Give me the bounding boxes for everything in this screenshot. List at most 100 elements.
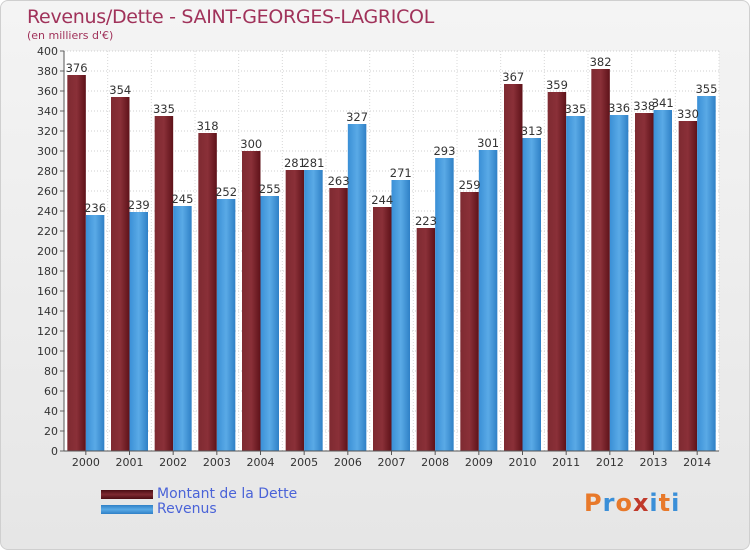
x-axis: 2000 2001 2002 2003 2004 2005 2006 2007 2008 2009… xyxy=(64,450,719,469)
proxiti-logo: Proxiti xyxy=(584,489,680,517)
bar-dette xyxy=(111,97,130,451)
x-tick-label: 2012 xyxy=(596,456,624,469)
data-label-revenus: 236 xyxy=(84,201,106,215)
data-label-dette: 244 xyxy=(371,193,393,207)
bar-revenus xyxy=(304,170,323,451)
x-tick-label: 2008 xyxy=(421,456,449,469)
bar-revenus xyxy=(391,180,410,451)
data-label-revenus: 355 xyxy=(695,82,717,96)
y-tick-label: 160 xyxy=(37,285,58,298)
y-axis: 0 20 40 60 80 100 120 140 160 180 200 220 240 260 280 3… xyxy=(37,45,65,458)
data-label-dette: 354 xyxy=(109,83,131,97)
data-label-revenus: 336 xyxy=(608,101,630,115)
data-label-revenus: 245 xyxy=(171,192,193,206)
bar-dette xyxy=(242,151,261,451)
x-tick-label: 2002 xyxy=(159,456,187,469)
y-tick-label: 0 xyxy=(51,445,58,458)
y-tick-label: 200 xyxy=(37,245,58,258)
x-tick-label: 2010 xyxy=(509,456,537,469)
bar-dette xyxy=(547,92,567,451)
bar-revenus xyxy=(129,212,148,451)
chart-subtitle: (en milliers d'€) xyxy=(27,29,114,42)
logo-letter: x xyxy=(632,489,650,517)
data-label-revenus: 301 xyxy=(477,136,499,150)
bar-revenus xyxy=(566,116,585,451)
bar-dette xyxy=(416,228,436,451)
bar-revenus xyxy=(85,215,105,451)
x-tick-label: 2005 xyxy=(290,456,318,469)
y-tick-label: 120 xyxy=(37,325,58,338)
data-label-dette: 263 xyxy=(328,174,350,188)
y-tick-label: 60 xyxy=(44,385,58,398)
bar-revenus xyxy=(653,110,672,451)
x-tick-label: 2001 xyxy=(116,456,144,469)
y-tick-label: 360 xyxy=(37,85,58,98)
data-label-revenus: 327 xyxy=(346,110,368,124)
bar-dette xyxy=(67,75,86,451)
bar-dette xyxy=(591,69,610,451)
bar-dette xyxy=(504,84,523,451)
x-tick-label: 2009 xyxy=(465,456,493,469)
logo-letter: t xyxy=(658,489,672,517)
data-label-dette: 367 xyxy=(502,70,524,84)
bar-revenus xyxy=(260,196,279,451)
data-label-revenus: 293 xyxy=(433,144,455,158)
y-tick-label: 180 xyxy=(37,265,58,278)
y-tick-label: 100 xyxy=(37,345,58,358)
data-label-dette: 259 xyxy=(459,178,481,192)
bar-dette xyxy=(329,188,348,451)
bar-revenus xyxy=(173,206,192,451)
y-tick-label: 320 xyxy=(37,125,58,138)
x-tick-label: 2000 xyxy=(72,456,100,469)
data-label-dette: 359 xyxy=(546,78,568,92)
chart-title: Revenus/Dette - SAINT-GEORGES-LAGRICOL xyxy=(27,6,434,28)
data-label-revenus: 255 xyxy=(259,182,281,196)
y-tick-label: 260 xyxy=(37,185,58,198)
logo-letter: i xyxy=(649,489,659,517)
y-tick-label: 140 xyxy=(37,305,58,318)
bar-dette xyxy=(460,192,479,451)
data-label-dette: 318 xyxy=(197,119,219,133)
data-label-revenus: 252 xyxy=(215,185,237,199)
logo-letter: P xyxy=(584,489,603,517)
x-tick-label: 2006 xyxy=(334,456,362,469)
y-tick-label: 380 xyxy=(37,65,58,78)
data-labels: 3762363542393352453182523002552812812633… xyxy=(66,55,718,228)
bar-dette xyxy=(198,133,217,451)
bar-dette xyxy=(678,121,698,451)
bar-revenus xyxy=(522,138,541,451)
data-label-dette: 281 xyxy=(284,156,306,170)
data-label-dette: 330 xyxy=(677,107,699,121)
x-tick-label: 2011 xyxy=(552,456,580,469)
data-label-revenus: 271 xyxy=(390,166,412,180)
data-label-revenus: 335 xyxy=(564,102,586,116)
bar-dette xyxy=(635,113,654,451)
y-tick-label: 220 xyxy=(37,225,58,238)
x-tick-label: 2003 xyxy=(203,456,231,469)
data-label-dette: 335 xyxy=(153,102,175,116)
bar-revenus xyxy=(478,150,498,451)
bar-revenus xyxy=(697,96,716,451)
y-tick-label: 240 xyxy=(37,205,58,218)
x-tick-label: 2014 xyxy=(683,456,711,469)
logo-letter: i xyxy=(671,489,681,517)
bar-revenus xyxy=(609,115,629,451)
bar-dette xyxy=(154,116,174,451)
bar-dette xyxy=(373,207,392,451)
data-label-dette: 338 xyxy=(633,99,655,113)
data-label-revenus: 341 xyxy=(652,96,674,110)
y-tick-label: 80 xyxy=(44,365,58,378)
x-tick-label: 2004 xyxy=(247,456,275,469)
data-label-dette: 300 xyxy=(240,137,262,151)
x-tick-label: 2013 xyxy=(640,456,668,469)
bar-revenus xyxy=(435,158,454,451)
data-label-dette: 382 xyxy=(590,55,612,69)
logo-letter: r xyxy=(602,489,616,517)
legend-label-dette: Montant de la Dette xyxy=(157,486,298,502)
data-label-dette: 223 xyxy=(415,214,437,228)
legend-swatch-dette xyxy=(101,490,153,499)
y-tick-label: 280 xyxy=(37,165,58,178)
data-label-dette: 376 xyxy=(66,61,88,75)
y-tick-label: 300 xyxy=(37,145,58,158)
